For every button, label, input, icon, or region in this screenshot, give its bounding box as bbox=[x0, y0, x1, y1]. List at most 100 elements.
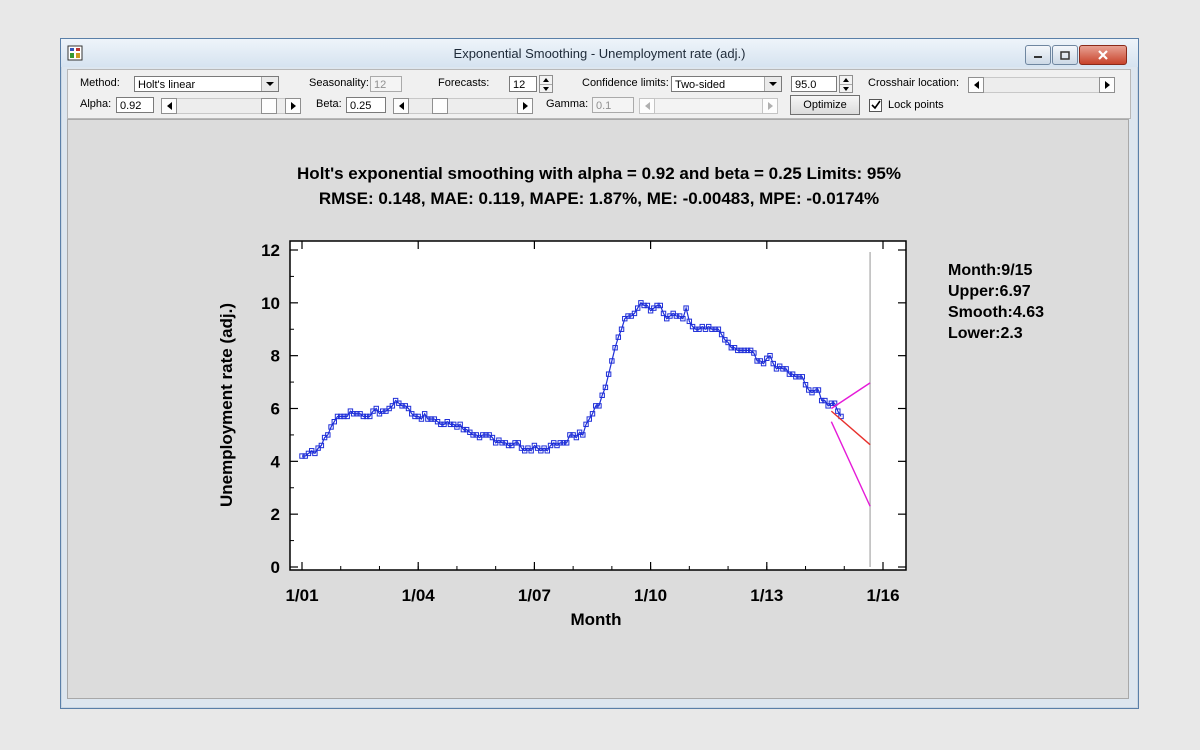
data-point bbox=[709, 326, 715, 332]
data-point bbox=[505, 442, 512, 449]
gamma-input[interactable]: 0.1 bbox=[592, 97, 634, 113]
data-point bbox=[528, 448, 534, 454]
lock-points-checkbox[interactable] bbox=[869, 99, 882, 112]
data-point bbox=[718, 331, 725, 338]
data-point bbox=[573, 434, 580, 441]
scroll-left-icon[interactable] bbox=[968, 77, 984, 93]
forecast-line bbox=[830, 410, 871, 446]
gamma-slider[interactable] bbox=[639, 98, 778, 114]
chevron-down-icon[interactable] bbox=[764, 77, 781, 91]
y-axis: 0 2 4 6 8 10 12 bbox=[261, 241, 906, 577]
data-point bbox=[399, 403, 405, 409]
data-point bbox=[786, 371, 793, 377]
data-point bbox=[770, 360, 776, 367]
scroll-left-icon[interactable] bbox=[393, 98, 409, 114]
minimize-button[interactable] bbox=[1025, 45, 1051, 65]
crosshair-upper: Upper:6.97 bbox=[948, 283, 1031, 300]
forecasts-spinner[interactable] bbox=[539, 75, 553, 93]
data-point bbox=[512, 440, 518, 446]
title-bar[interactable]: Exponential Smoothing - Unemployment rat… bbox=[61, 39, 1138, 67]
seasonality-input[interactable]: 12 bbox=[370, 76, 402, 92]
confidence-level-spinner[interactable] bbox=[839, 75, 853, 93]
y-axis-title: Unemployment rate (adj.) bbox=[217, 303, 236, 507]
spin-up-icon[interactable] bbox=[540, 76, 552, 84]
data-point bbox=[660, 310, 667, 317]
data-point bbox=[460, 426, 467, 433]
scroll-right-icon[interactable] bbox=[517, 98, 533, 114]
data-point bbox=[796, 374, 802, 380]
x-tick-label: 1/16 bbox=[866, 586, 899, 605]
window-title: Exponential Smoothing - Unemployment rat… bbox=[453, 46, 746, 61]
beta-input[interactable]: 0.25 bbox=[346, 97, 386, 113]
data-point bbox=[373, 405, 379, 412]
data-point bbox=[593, 403, 599, 409]
data-point bbox=[557, 440, 563, 446]
method-value: Holt's linear bbox=[138, 79, 196, 91]
data-point bbox=[634, 305, 641, 311]
data-point bbox=[715, 326, 722, 332]
forecasts-input[interactable]: 12 bbox=[509, 76, 537, 92]
y-tick-label: 8 bbox=[271, 347, 280, 366]
crosshair-label: Crosshair location: bbox=[868, 77, 960, 89]
data-point bbox=[589, 411, 596, 417]
alpha-slider[interactable] bbox=[161, 98, 301, 114]
forecast-chart[interactable]: 0 2 4 6 8 10 12 1/01 1/04 1/07 1/10 1/13 1/16 Unemp… bbox=[68, 120, 1128, 698]
data-point bbox=[299, 453, 305, 459]
data-point bbox=[405, 405, 412, 412]
confidence-level-input[interactable]: 95.0 bbox=[791, 76, 837, 92]
scroll-left-icon[interactable] bbox=[639, 98, 655, 114]
chart-title: Holt's exponential smoothing with alpha … bbox=[297, 164, 901, 183]
data-point bbox=[457, 421, 463, 428]
scroll-right-icon[interactable] bbox=[762, 98, 778, 114]
beta-slider-thumb[interactable] bbox=[432, 98, 448, 114]
data-point bbox=[712, 326, 718, 332]
beta-slider[interactable] bbox=[393, 98, 533, 114]
data-point bbox=[447, 421, 454, 428]
alpha-slider-thumb[interactable] bbox=[261, 98, 277, 114]
data-point bbox=[418, 416, 425, 422]
data-point bbox=[325, 432, 331, 438]
data-point bbox=[641, 302, 647, 309]
chevron-down-icon[interactable] bbox=[261, 77, 278, 91]
confidence-value: Two-sided bbox=[675, 79, 726, 91]
close-button[interactable] bbox=[1079, 45, 1127, 65]
alpha-input[interactable]: 0.92 bbox=[116, 97, 154, 113]
data-point bbox=[680, 315, 686, 322]
beta-label: Beta: bbox=[316, 98, 342, 110]
data-point bbox=[799, 374, 806, 380]
optimize-button[interactable]: Optimize bbox=[790, 95, 860, 115]
data-point bbox=[425, 416, 431, 422]
data-point bbox=[683, 305, 689, 311]
method-dropdown[interactable]: Holt's linear bbox=[134, 76, 279, 92]
data-point bbox=[818, 397, 825, 404]
data-point bbox=[318, 442, 325, 449]
crosshair-month: Month:9/15 bbox=[948, 262, 1033, 279]
app-icon[interactable] bbox=[67, 45, 83, 61]
scroll-right-icon[interactable] bbox=[285, 98, 301, 114]
data-point bbox=[815, 387, 822, 393]
spin-up-icon[interactable] bbox=[840, 76, 852, 84]
data-point bbox=[596, 403, 602, 409]
maximize-button[interactable] bbox=[1052, 45, 1078, 65]
confidence-label: Confidence limits: bbox=[582, 77, 669, 89]
series-layer bbox=[299, 252, 871, 567]
data-point bbox=[783, 366, 789, 372]
data-point bbox=[654, 302, 660, 309]
confidence-dropdown[interactable]: Two-sided bbox=[671, 76, 782, 92]
scroll-right-icon[interactable] bbox=[1099, 77, 1115, 93]
spin-down-icon[interactable] bbox=[840, 84, 852, 93]
crosshair-scrollbar[interactable] bbox=[968, 77, 1115, 93]
spin-down-icon[interactable] bbox=[540, 84, 552, 93]
data-point bbox=[499, 440, 505, 446]
data-point bbox=[644, 302, 651, 309]
forecasts-label: Forecasts: bbox=[438, 77, 490, 89]
data-point bbox=[673, 313, 680, 319]
gamma-label: Gamma: bbox=[546, 98, 589, 110]
close-icon bbox=[1098, 50, 1108, 60]
data-point bbox=[563, 440, 570, 446]
scroll-left-icon[interactable] bbox=[161, 98, 177, 114]
data-point bbox=[470, 432, 476, 438]
data-point bbox=[421, 411, 428, 417]
data-point bbox=[828, 400, 835, 406]
data-point bbox=[412, 413, 418, 420]
